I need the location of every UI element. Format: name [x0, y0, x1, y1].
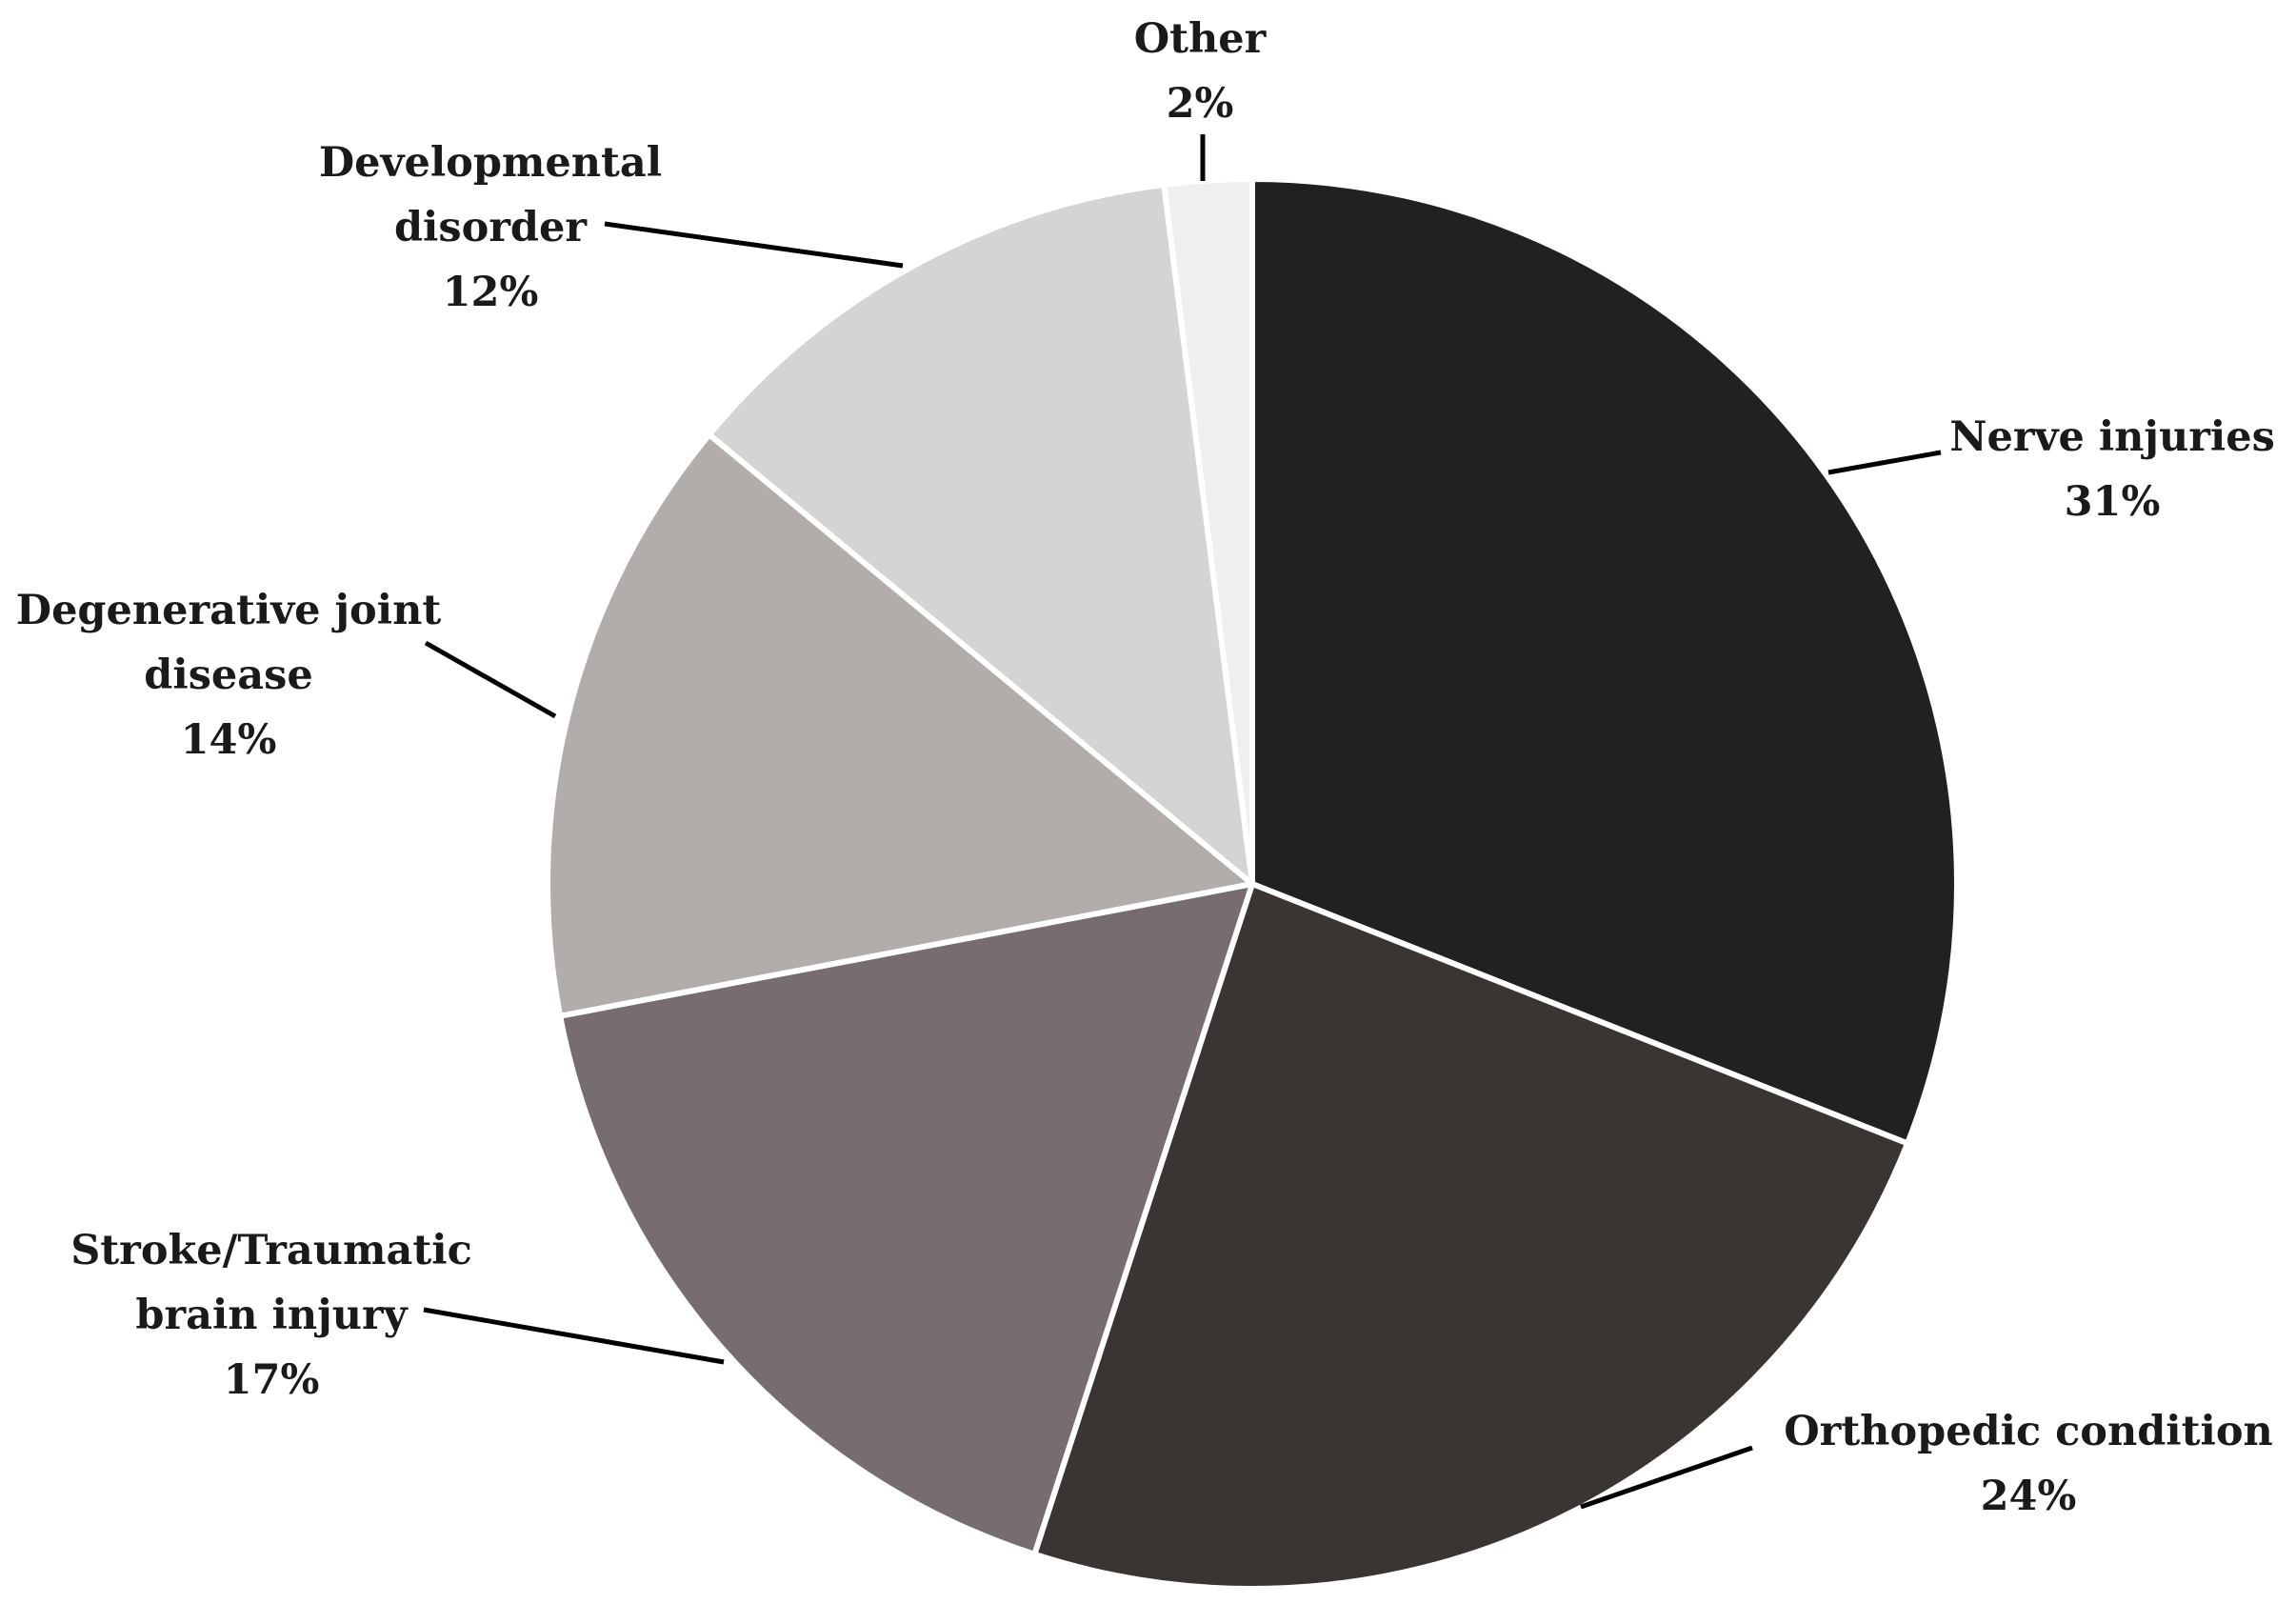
- slice-category-label: Degenerative joint: [16, 587, 442, 634]
- leader-lines-group: [423, 134, 1942, 1510]
- slices-group: [545, 176, 1960, 1592]
- slice-category-label: Developmental: [319, 139, 662, 187]
- pie-slice: [557, 881, 1255, 1557]
- slice-category-label: Other: [1134, 15, 1268, 63]
- slice-value-label: 17%: [224, 1356, 320, 1404]
- slice-value-label: 14%: [181, 716, 277, 764]
- slice-value-label: 2%: [1167, 80, 1234, 128]
- pie-slice: [706, 181, 1255, 887]
- slice-category-label: Stroke/Traumatic: [70, 1227, 472, 1274]
- leader-line: [424, 640, 557, 719]
- slice-category-label: brain injury: [135, 1292, 409, 1339]
- slice-category-label: disease: [144, 652, 312, 699]
- slice-value-label: 24%: [1981, 1473, 2077, 1520]
- leader-line: [423, 1307, 725, 1365]
- leader-line: [1580, 1445, 1753, 1510]
- slice-category-label: Orthopedic condition: [1784, 1408, 2273, 1455]
- leader-line: [604, 221, 904, 269]
- pie-slice: [1031, 881, 1911, 1592]
- slice-value-label: 31%: [2065, 478, 2161, 526]
- slice-value-label: 12%: [443, 269, 539, 316]
- slice-category-label: disorder: [394, 204, 588, 251]
- leader-line: [1827, 450, 1942, 475]
- labels-group: Nerve injuries 31% Orthopedic condition 24%…: [16, 15, 2275, 1520]
- pie-slice: [545, 431, 1255, 1019]
- slice-category-label: Nerve injuries: [1949, 413, 2275, 461]
- pie-slice: [1161, 176, 1255, 887]
- pie-slice: [1249, 176, 1960, 1147]
